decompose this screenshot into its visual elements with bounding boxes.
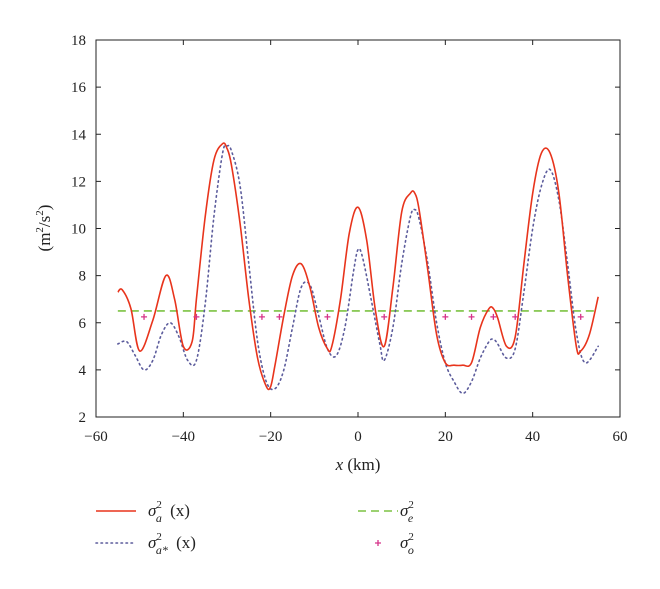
series-layer [117,142,599,395]
x-tick-label: −40 [172,429,195,445]
data-point-marker [468,313,475,320]
legend: σ2 a (x) σ2 a* (x) σ2 e σ2 o [95,499,414,557]
y-tick-label: 18 [71,33,86,49]
series-line-solid-series [117,142,599,391]
y-tick-label: 6 [79,316,87,332]
data-point-marker [442,313,449,320]
x-tick-label: 20 [438,429,453,445]
legend-label: σ2 e [400,499,414,525]
data-point-marker [381,313,388,320]
tick-labels: −60 −40 −20 0 20 40 60 2 4 6 8 10 12 14 16 18 [71,33,628,445]
x-axis-label: x (km) [335,455,381,474]
data-point-marker [490,313,497,320]
y-tick-label: 16 [71,80,87,96]
x-tick-label: −20 [259,429,282,445]
series-markers-series [141,313,584,320]
legend-entry: σ2 a (x) [96,499,190,525]
plot-frame [95,39,621,418]
data-point-marker [141,313,148,320]
x-tick-label: 0 [354,429,362,445]
y-tick-label: 10 [71,222,86,238]
y-tick-label: 14 [71,127,87,143]
data-point-marker [193,313,200,320]
legend-swatch [375,540,381,546]
data-point-marker [258,313,265,320]
legend-label: σ2 a (x) [148,499,190,525]
legend-label: σ2 o [400,531,414,557]
y-axis-label: (m2/s2) [34,205,54,252]
x-tick-label: 40 [525,429,540,445]
y-tick-label: 12 [71,174,86,190]
series-line-dotted-series [117,144,599,395]
x-tick-label: −60 [84,429,107,445]
legend-entry: σ2 e [358,499,414,525]
legend-entry: σ2 a* (x) [95,531,196,557]
legend-entry: σ2 o [375,531,414,557]
y-tick-label: 8 [79,269,87,285]
x-tick-label: 60 [613,429,628,445]
data-point-marker [577,313,584,320]
data-point-marker [276,313,283,320]
y-tick-label: 2 [79,410,87,426]
data-point-marker [324,313,331,320]
y-tick-label: 4 [79,363,87,379]
axis-ticks [95,39,621,418]
legend-label: σ2 a* (x) [148,531,196,557]
data-point-marker [512,313,519,320]
